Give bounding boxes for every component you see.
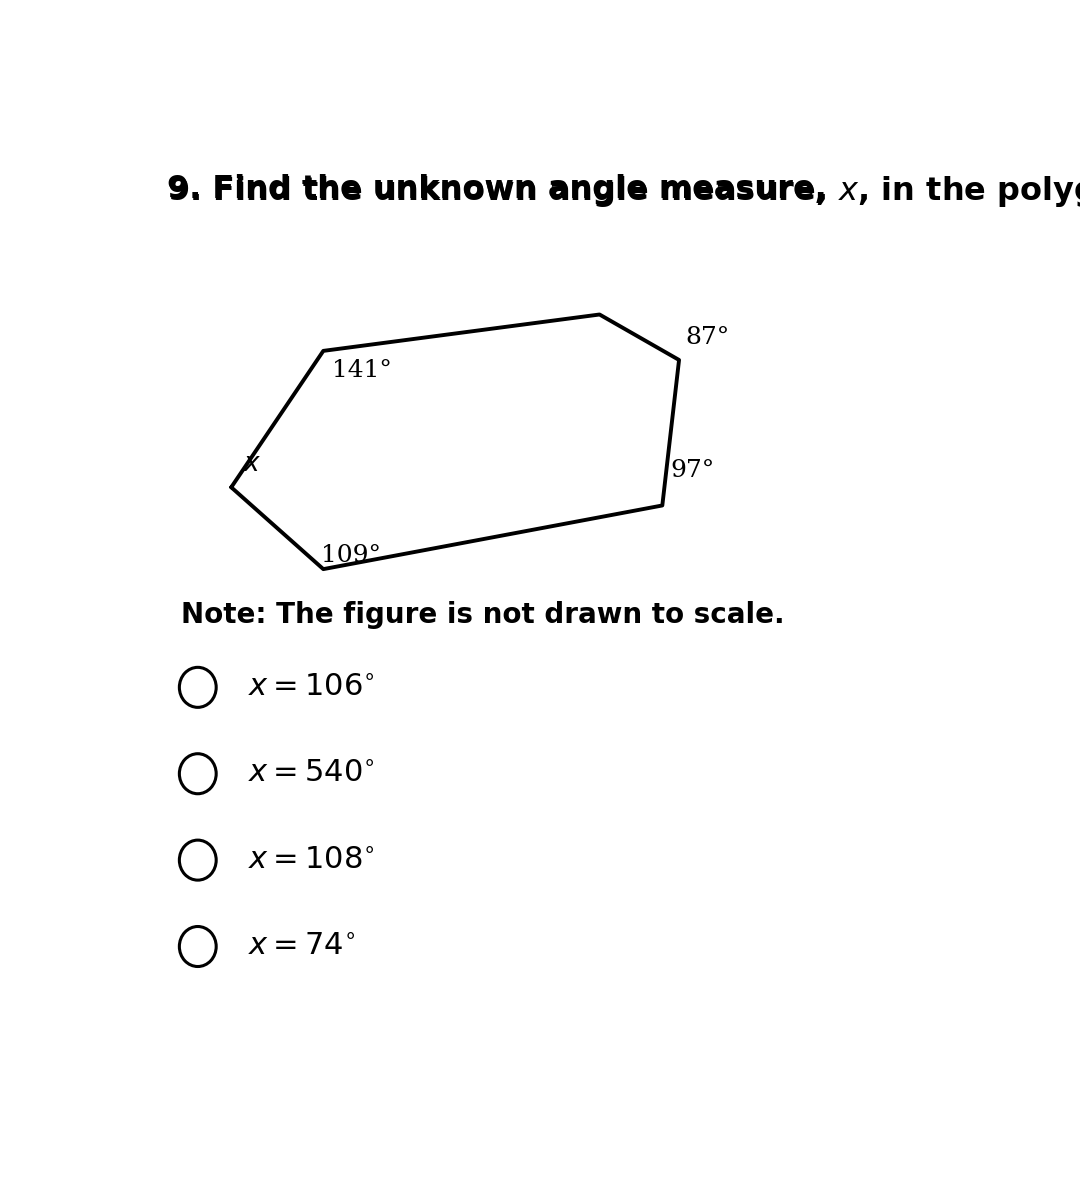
Text: 9. Find the unknown angle measure,: 9. Find the unknown angle measure, (166, 174, 838, 204)
Text: Note: The figure is not drawn to scale.: Note: The figure is not drawn to scale. (181, 601, 785, 628)
Text: 141°: 141° (332, 359, 392, 383)
Text: 109°: 109° (321, 544, 381, 567)
Text: 87°: 87° (686, 326, 730, 348)
Text: x: x (244, 451, 259, 477)
Text: $\mathit{x} = 108^{\circ}$: $\mathit{x} = 108^{\circ}$ (248, 846, 375, 875)
Text: $\mathit{x} = 540^{\circ}$: $\mathit{x} = 540^{\circ}$ (248, 759, 375, 788)
Text: $\mathit{x} = 106^{\circ}$: $\mathit{x} = 106^{\circ}$ (248, 673, 375, 702)
Text: 9. Find the unknown angle measure, $\mathit{x}$, in the polygon below.: 9. Find the unknown angle measure, $\mat… (166, 174, 1080, 209)
Text: 97°: 97° (671, 459, 715, 482)
Text: $\mathit{x} = 74^{\circ}$: $\mathit{x} = 74^{\circ}$ (248, 932, 355, 961)
